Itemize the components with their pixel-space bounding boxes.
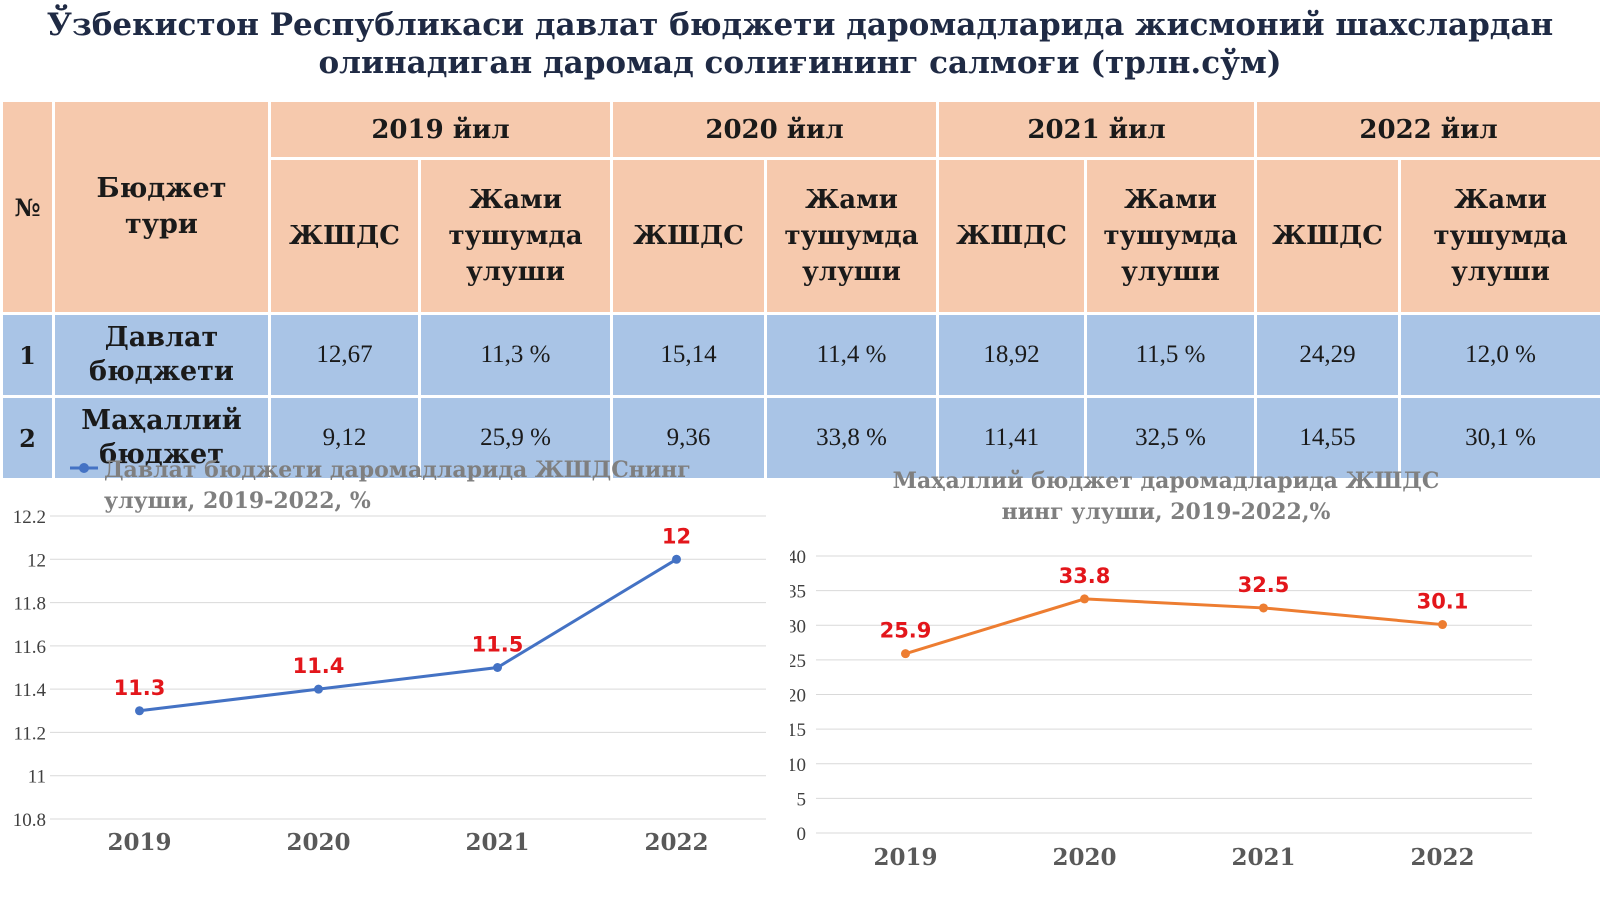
header-share: Жами тушумда улуши <box>764 157 940 315</box>
local-budget-share-chart: Маҳаллий бюджет даромадларида ЖШДС нинг … <box>790 468 1532 871</box>
data-label: 25.9 <box>880 619 932 643</box>
y-tick-label: 12.2 <box>13 507 46 528</box>
y-tick-label: 11 <box>28 767 46 788</box>
header-jshds: ЖШДС <box>1254 157 1402 315</box>
table-row-state-budget: 1 Давлат бюджети 12,67 11,3 % 15,14 11,4 … <box>0 312 1600 398</box>
data-label: 33.8 <box>1059 564 1111 588</box>
x-tick-label: 2021 <box>465 829 529 856</box>
legend-marker <box>79 463 89 473</box>
table-cell: 9,36 <box>610 395 768 481</box>
table-cell: 11,4 % <box>764 312 940 398</box>
table-cell: 32,5 % <box>1084 395 1258 481</box>
header-jshds: ЖШДС <box>610 157 768 315</box>
table-cell: 14,55 <box>1254 395 1402 481</box>
x-tick-label: 2019 <box>107 829 171 856</box>
data-label: 11.5 <box>472 633 524 657</box>
x-tick-label: 2021 <box>1231 844 1295 871</box>
chart-title-line-2: нинг улуши, 2019-2022,% <box>1002 499 1331 525</box>
header-share: Жами тушумда улуши <box>1398 157 1600 315</box>
budget-table: № Бюджет тури 2019 йил 2020 йил 2021 йил … <box>0 99 1600 481</box>
y-tick-label: 12 <box>27 550 46 571</box>
table-cell: 11,3 % <box>417 312 614 398</box>
data-label: 32.5 <box>1238 573 1290 597</box>
table-cell: 33,8 % <box>764 395 940 481</box>
x-tick-label: 2020 <box>1052 844 1116 871</box>
row-number: 2 <box>0 395 55 481</box>
series-line <box>905 597 1443 656</box>
chart-title-line-2: улуши, 2019-2022, % <box>104 488 371 514</box>
state-budget-share-chart: Давлат бюджети даромадларида ЖШДСнинг ул… <box>13 457 766 856</box>
y-tick-label: 10.8 <box>13 810 46 831</box>
header-number: № <box>0 99 55 315</box>
header-year-2022: 2022 йил <box>1254 99 1600 160</box>
y-tick-label: 30 <box>790 616 806 637</box>
table-cell: 11,5 % <box>1084 312 1258 398</box>
table-row-local-budget: 2 Маҳаллий бюджет 9,12 25,9 % 9,36 33,8 %… <box>0 395 1600 481</box>
y-tick-label: 35 <box>790 582 806 603</box>
header-year-2019: 2019 йил <box>267 99 614 160</box>
table-cell: 15,14 <box>610 312 768 398</box>
y-tick-label: 10 <box>790 755 806 776</box>
chart-title-line-1: Давлат бюджети даромадларида ЖШДСнинг <box>104 457 691 483</box>
y-tick-label: 11.2 <box>13 723 46 744</box>
header-share: Жами тушумда улуши <box>417 157 614 315</box>
data-point <box>1080 594 1089 604</box>
data-point <box>901 649 910 659</box>
data-point <box>493 663 502 672</box>
x-tick-label: 2022 <box>1410 844 1474 871</box>
header-budget-type: Бюджет тури <box>52 99 271 315</box>
header-year-2020: 2020 йил <box>610 99 940 160</box>
y-tick-label: 25 <box>790 651 806 672</box>
table-cell: 12,67 <box>268 312 421 398</box>
data-label: 12 <box>662 524 691 548</box>
row-number: 1 <box>0 312 55 398</box>
series-line <box>139 558 678 713</box>
table-cell: 30,1 % <box>1398 395 1600 481</box>
x-tick-label: 2019 <box>873 844 937 871</box>
data-point <box>1438 620 1447 630</box>
table-cell: 9,12 <box>268 395 421 481</box>
y-tick-label: 11.4 <box>13 680 46 701</box>
data-point <box>1259 603 1268 613</box>
data-label: 30.1 <box>1417 590 1469 614</box>
table-cell: 25,9 % <box>417 395 614 481</box>
row-name: Маҳаллий бюджет <box>52 395 271 481</box>
data-point <box>672 554 681 564</box>
y-tick-label: 11.8 <box>13 594 46 615</box>
header-jshds: ЖШДС <box>936 157 1088 315</box>
y-tick-label: 20 <box>790 686 806 707</box>
data-point <box>135 706 144 716</box>
data-point <box>314 684 323 694</box>
y-tick-label: 0 <box>797 824 807 845</box>
table-cell: 12,0 % <box>1398 312 1600 398</box>
data-label: 11.3 <box>114 676 166 700</box>
y-tick-label: 15 <box>790 720 806 741</box>
header-year-2021: 2021 йил <box>936 99 1258 160</box>
x-tick-label: 2022 <box>644 829 708 856</box>
table-cell: 24,29 <box>1254 312 1402 398</box>
data-label: 11.4 <box>293 654 345 678</box>
y-tick-label: 5 <box>797 789 807 810</box>
y-tick-label: 11.6 <box>13 637 46 658</box>
x-tick-label: 2020 <box>286 829 350 856</box>
row-name: Давлат бюджети <box>52 312 271 398</box>
y-tick-label: 40 <box>790 547 806 568</box>
title-line-2: олинадиган даромад солиғининг салмоғи (т… <box>318 45 1282 81</box>
header-share: Жами тушумда улуши <box>1084 157 1258 315</box>
title-line-1: Ўзбекистон Республикаси давлат бюджети д… <box>46 7 1554 43</box>
page-title: Ўзбекистон Республикаси давлат бюджети д… <box>0 6 1600 82</box>
table-cell: 11,41 <box>936 395 1088 481</box>
chart-title-line-1: Маҳаллий бюджет даромадларида ЖШДС <box>893 468 1440 494</box>
header-jshds: ЖШДС <box>268 157 421 315</box>
table-cell: 18,92 <box>936 312 1088 398</box>
